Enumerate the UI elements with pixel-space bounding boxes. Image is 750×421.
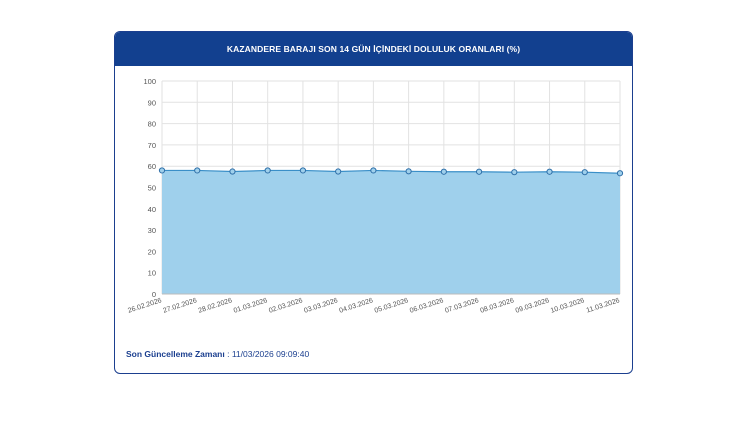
data-point — [370, 167, 377, 174]
y-tick-label: 30 — [148, 226, 156, 235]
x-tick-label: 04.03.2026 — [339, 297, 375, 315]
x-tick-label: 09.03.2026 — [515, 297, 551, 315]
data-point — [405, 168, 412, 175]
x-tick-label: 06.03.2026 — [409, 297, 445, 315]
y-tick-label: 50 — [148, 184, 156, 193]
series-line — [162, 169, 621, 174]
fill-rate-chart: 0 10 20 30 40 50 60 70 80 90 100 26.02.2026 27.02.20… — [127, 77, 624, 315]
data-point — [475, 168, 483, 175]
y-tick-label: 80 — [148, 120, 156, 129]
x-tick-label: 03.03.2026 — [303, 297, 339, 315]
x-tick-label: 28.02.2026 — [198, 297, 234, 315]
y-tick-label: 0 — [152, 290, 156, 299]
y-tick-label: 100 — [143, 77, 156, 86]
x-tick-label: 08.03.2026 — [479, 297, 515, 315]
x-tick-label: 10.03.2026 — [550, 297, 586, 315]
data-point — [546, 168, 553, 175]
x-tick-label: 26.02.2026 — [127, 297, 163, 315]
data-point — [194, 167, 201, 174]
data-point — [581, 169, 588, 176]
chart-title: KAZANDERE BARAJI SON 14 GÜN İÇİNDEKİ DOL… — [115, 32, 632, 66]
x-tick-label: 11.03.2026 — [586, 297, 621, 314]
data-point — [229, 168, 236, 175]
y-tick-label: 90 — [148, 98, 156, 107]
y-tick-label: 40 — [148, 205, 156, 214]
y-tick-label: 60 — [148, 162, 156, 171]
data-point — [335, 168, 342, 175]
data-point — [511, 169, 518, 176]
last-update-value: 11/03/2026 09:09:40 — [231, 349, 310, 359]
chart-card: KAZANDERE BARAJI SON 14 GÜN İÇİNDEKİ DOL… — [114, 31, 633, 374]
x-tick-label: 02.03.2026 — [268, 297, 304, 315]
last-update-separator: : — [224, 349, 232, 359]
x-tick-label: 07.03.2026 — [444, 297, 480, 315]
y-tick-label: 10 — [148, 269, 156, 278]
data-point — [616, 170, 624, 177]
series-area — [162, 170, 620, 294]
x-tick-label: 27.02.2026 — [162, 297, 198, 315]
chart-area: 0 10 20 30 40 50 60 70 80 90 100 26.02.2026 27.02.20… — [115, 66, 632, 336]
y-tick-label: 20 — [148, 247, 156, 256]
data-point — [264, 167, 271, 174]
last-update: Son Güncelleme Zamanı : 11/03/2026 09:09… — [126, 349, 309, 359]
last-update-label: Son Güncelleme Zamanı — [126, 349, 225, 359]
x-tick-label: 01.03.2026 — [233, 297, 269, 315]
y-tick-label: 70 — [148, 141, 156, 150]
data-point — [158, 167, 166, 174]
data-point — [299, 167, 307, 174]
x-tick-label: 05.03.2026 — [374, 297, 410, 315]
data-point — [440, 168, 447, 175]
